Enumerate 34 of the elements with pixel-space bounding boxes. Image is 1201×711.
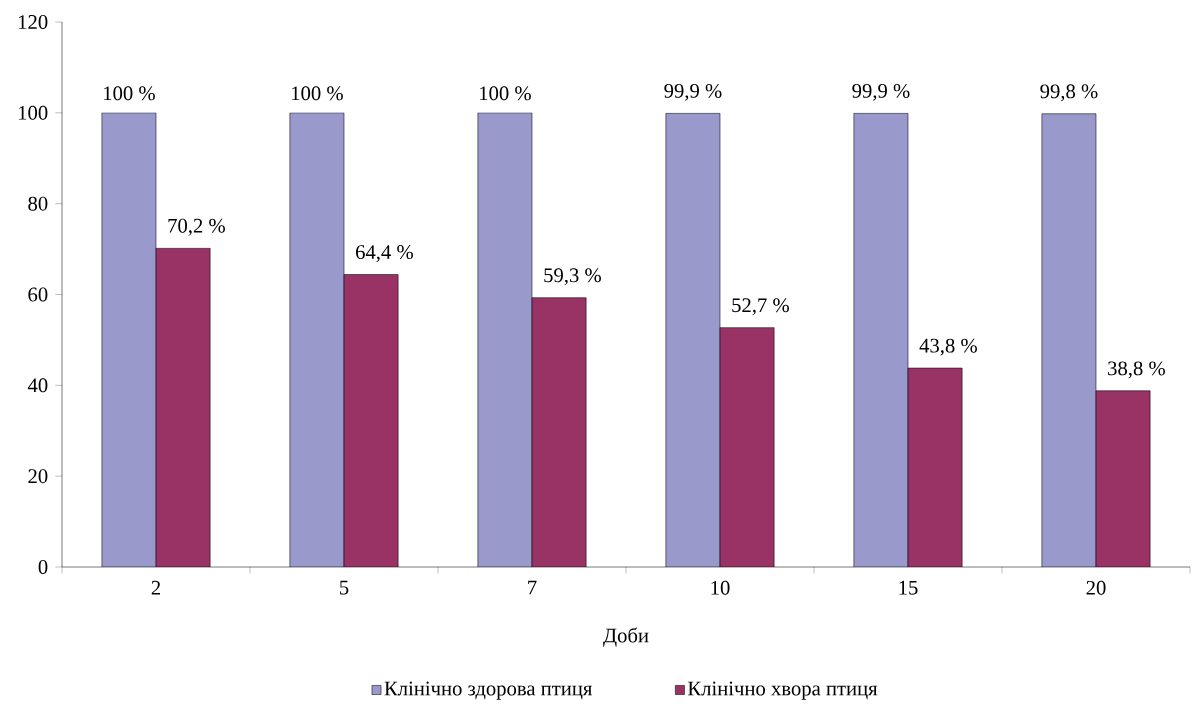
bar bbox=[853, 113, 908, 567]
x-tick-label: 2 bbox=[151, 580, 161, 595]
legend-label: Клінічно хвора птиця bbox=[687, 681, 878, 700]
bar bbox=[665, 113, 721, 567]
bar bbox=[101, 112, 156, 567]
legend-label: Клінічно здорова птиця bbox=[384, 681, 593, 700]
data-label: 70,2 % bbox=[168, 218, 225, 236]
x-tick-label: 20 bbox=[1086, 580, 1106, 595]
y-tick-label: 120 bbox=[19, 15, 48, 29]
data-label: 38,8 % bbox=[1108, 361, 1165, 379]
y-tick-label: 60 bbox=[28, 287, 48, 302]
x-tick-label: 7 bbox=[528, 580, 537, 595]
y-tick-label: 100 bbox=[19, 105, 48, 120]
data-label: 100 % bbox=[480, 86, 531, 101]
y-tick-label: 40 bbox=[27, 378, 48, 393]
data-label: 99,9 % bbox=[852, 83, 910, 101]
data-label: 99,9 % bbox=[664, 83, 722, 101]
bar bbox=[1041, 113, 1097, 567]
y-tick-label: 80 bbox=[28, 196, 48, 211]
data-label: 64,4 % bbox=[356, 245, 413, 263]
y-tick-label: 20 bbox=[28, 469, 48, 484]
data-label: 100 % bbox=[104, 86, 155, 101]
bar bbox=[289, 112, 344, 567]
x-tick-label: 10 bbox=[711, 580, 730, 595]
data-label: 43,8 % bbox=[919, 338, 977, 356]
x-tick-label: 15 bbox=[899, 580, 918, 595]
data-label: 100 % bbox=[292, 86, 343, 101]
bar bbox=[477, 112, 533, 567]
data-label: 99,8 % bbox=[1040, 84, 1098, 102]
data-label: 59,3 % bbox=[544, 268, 601, 286]
data-label: 52,7 % bbox=[732, 298, 789, 316]
x-axis-title: Доби bbox=[603, 627, 649, 647]
x-tick-label: 5 bbox=[340, 580, 349, 595]
y-tick-label: 0 bbox=[38, 560, 48, 574]
